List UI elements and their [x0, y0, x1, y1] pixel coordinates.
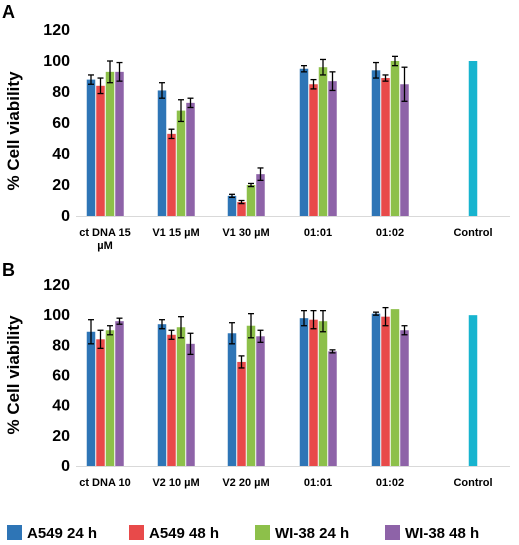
y-tick-label-a-120: 120 — [43, 22, 70, 39]
bar-a-s1-g1 — [167, 133, 176, 216]
bar-b-s0-g3 — [299, 318, 309, 466]
category-label-b-3-0: 01:01 — [304, 477, 332, 489]
legend-label-wi38-48h: WI-38 48 h — [405, 525, 479, 542]
y-axis-label-b: % Cell viability — [4, 315, 23, 435]
y-tick-label-b-0: 0 — [61, 458, 70, 475]
bar-a-s3-g1 — [186, 102, 195, 216]
y-tick-label-b-20: 20 — [52, 428, 70, 445]
y-tick-label-b-40: 40 — [52, 398, 70, 415]
bar-a-s2-g2 — [246, 185, 256, 216]
bar-b-s2-g2 — [246, 325, 256, 466]
bar-a-s0-g1 — [157, 90, 167, 216]
bar-a-s0-g0 — [86, 79, 96, 216]
y-tick-label-b-60: 60 — [52, 368, 70, 385]
bar-a-s2-g1 — [176, 110, 186, 216]
category-label-a-3-0: 01:01 — [304, 227, 332, 239]
category-label-b-1-0: V2 10 µM — [152, 477, 199, 489]
legend-label-a549-24h: A549 24 h — [27, 525, 97, 542]
bar-a-s1-g2 — [237, 202, 246, 216]
bar-b-s1-g1 — [167, 334, 176, 466]
y-tick-label-a-0: 0 — [61, 208, 70, 225]
legend-swatch-wi38-24h — [255, 525, 270, 540]
bar-b-s0-g4 — [371, 313, 381, 466]
bar-a-s3-g0 — [115, 71, 124, 216]
bar-a-s1-g3 — [309, 84, 318, 216]
bar-a-s1-g4 — [381, 78, 390, 216]
bar-b-s4-g5 — [468, 315, 478, 466]
bar-a-s1-g0 — [96, 85, 105, 216]
bar-b-s2-g1 — [176, 327, 186, 466]
y-tick-label-a-60: 60 — [52, 115, 70, 132]
bar-a-s3-g3 — [328, 81, 337, 217]
y-tick-label-a-80: 80 — [52, 84, 70, 101]
legend: A549 24 h A549 48 h WI-38 24 h WI-38 48 … — [7, 525, 479, 542]
y-tick-label-b-100: 100 — [43, 307, 70, 324]
bar-a-s2-g4 — [390, 61, 400, 216]
bar-a-s2-g0 — [105, 71, 115, 216]
bar-b-s1-g4 — [381, 316, 390, 466]
category-label-b-5-0: Control — [453, 477, 492, 489]
category-label-a-0-0: ct DNA 15 — [79, 227, 131, 239]
bar-b-s0-g0 — [86, 331, 96, 466]
category-label-a-1-0: V1 15 µM — [152, 227, 199, 239]
bar-b-s3-g4 — [400, 330, 409, 466]
bar-b-s2-g0 — [105, 330, 115, 466]
bar-b-s2-g3 — [318, 321, 328, 466]
category-label-a-0-1: µM — [97, 240, 113, 252]
bar-b-s0-g2 — [227, 333, 237, 466]
y-tick-label-b-120: 120 — [43, 277, 70, 294]
bar-a-s0-g3 — [299, 68, 309, 216]
bar-b-s1-g2 — [237, 361, 246, 466]
legend-label-a549-48h: A549 48 h — [149, 525, 219, 542]
bar-a-s0-g4 — [371, 70, 381, 216]
y-tick-label-a-20: 20 — [52, 177, 70, 194]
legend-swatch-a549-48h — [129, 525, 144, 540]
y-axis-label-a: % Cell viability — [4, 71, 23, 191]
bar-b-s2-g4 — [390, 309, 400, 466]
legend-swatch-wi38-48h — [385, 525, 400, 540]
bar-b-s1-g3 — [309, 319, 318, 466]
bar-a-s0-g2 — [227, 195, 237, 216]
bar-a-s2-g3 — [318, 67, 328, 216]
category-label-b-2-0: V2 20 µM — [222, 477, 269, 489]
bar-b-s1-g0 — [96, 339, 105, 466]
category-label-b-4-0: 01:02 — [376, 477, 404, 489]
chart-panel-b: B % Cell viability 0 20 40 60 80 100 120 ct DNA… — [2, 260, 510, 489]
category-label-a-2-0: V1 30 µM — [222, 227, 269, 239]
bar-b-s0-g1 — [157, 324, 167, 466]
panel-label-a: A — [2, 2, 15, 22]
bar-b-s3-g0 — [115, 321, 124, 466]
category-label-a-5-0: Control — [453, 227, 492, 239]
category-label-b-0-0: ct DNA 10 — [79, 477, 131, 489]
bar-b-s3-g3 — [328, 351, 337, 466]
chart-panel-a: A % Cell viability 0 20 40 60 80 100 120 ct DNA… — [2, 2, 510, 252]
bar-a-s3-g4 — [400, 84, 409, 216]
panel-label-b: B — [2, 260, 15, 280]
legend-swatch-a549-24h — [7, 525, 22, 540]
category-label-a-4-0: 01:02 — [376, 227, 404, 239]
y-tick-label-b-80: 80 — [52, 337, 70, 354]
bar-a-s4-g5 — [468, 61, 478, 216]
bar-b-s3-g1 — [186, 343, 195, 466]
bar-a-s3-g2 — [256, 174, 265, 216]
bar-b-s3-g2 — [256, 336, 265, 466]
legend-label-wi38-24h: WI-38 24 h — [275, 525, 349, 542]
y-tick-label-a-100: 100 — [43, 53, 70, 70]
y-tick-label-a-40: 40 — [52, 146, 70, 163]
